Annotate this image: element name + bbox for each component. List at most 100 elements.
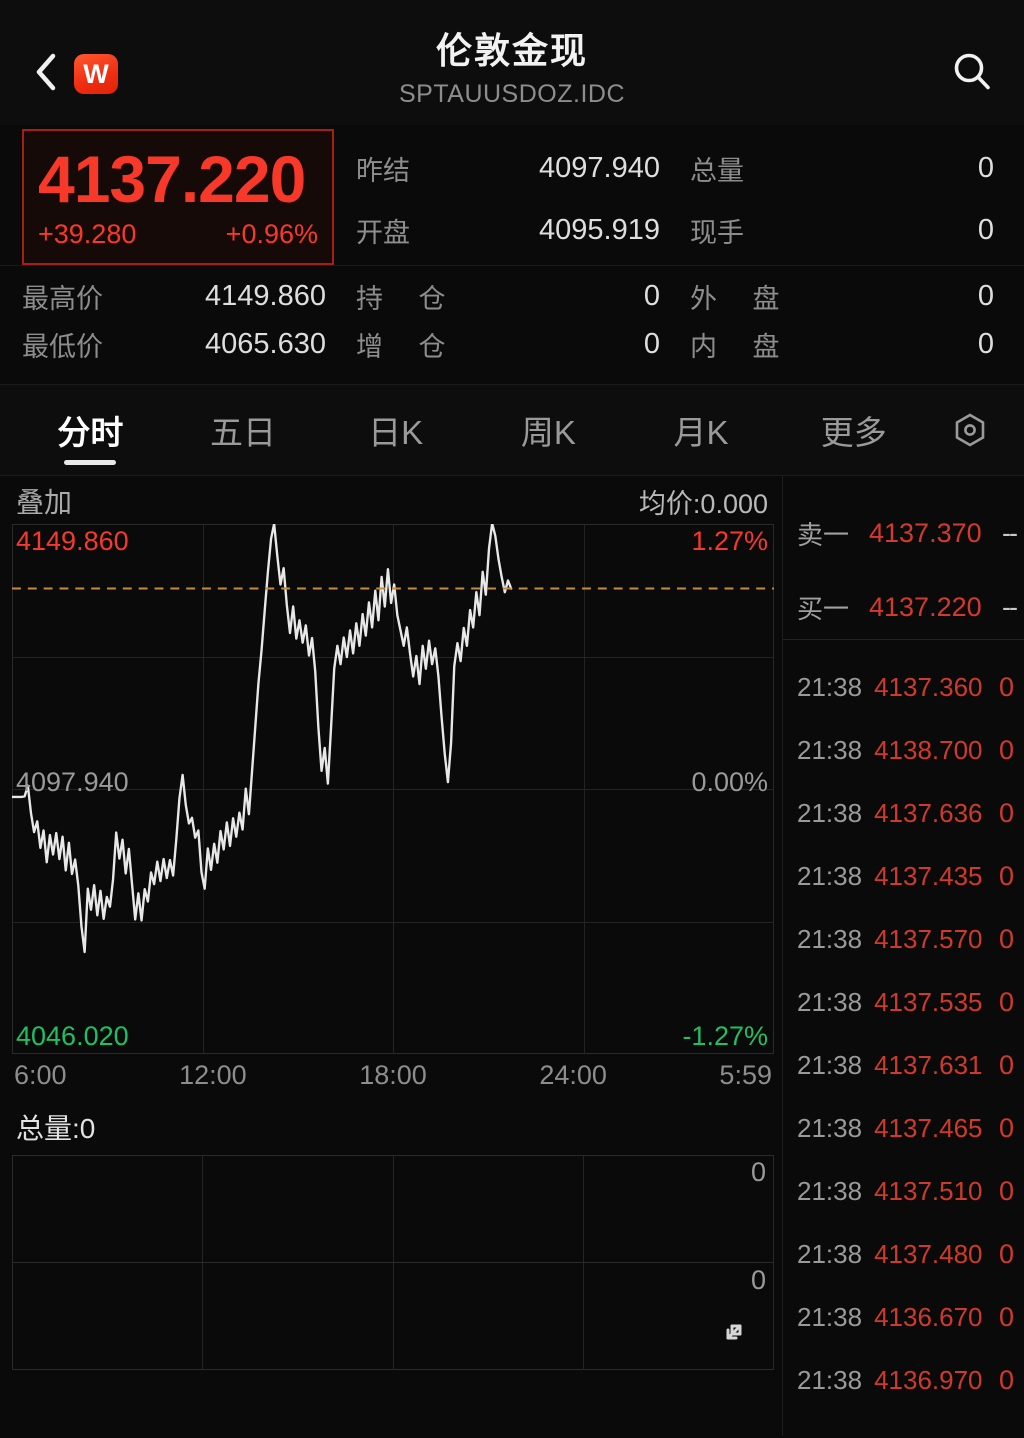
tick-volume: 0	[998, 735, 1014, 765]
tab-label: 分时	[57, 414, 124, 451]
quote-field-total-volume: 总量 0	[690, 137, 1024, 199]
ob-label: 买一	[797, 593, 850, 624]
overlay-button[interactable]: 叠加	[16, 487, 73, 518]
fullscreen-button[interactable]	[706, 1306, 760, 1360]
field-value: 0	[643, 279, 660, 312]
tick-row[interactable]: 21:38 4138.700 0	[783, 719, 1024, 782]
tick-row[interactable]: 21:38 4136.670 0	[783, 1286, 1024, 1349]
quote-field-prev-close: 昨结 4097.940	[356, 137, 690, 199]
tick-row[interactable]: 21:38 4137.435 0	[783, 845, 1024, 908]
field-value: 4097.940	[539, 151, 660, 184]
intraday-price-chart[interactable]: 4149.860 1.27% 4097.940 0.00% 4046.020 -…	[12, 524, 774, 1054]
quote-field-outer-volume: 外 盘 0	[690, 272, 1024, 320]
quote-field-high: 最高价 4149.860	[22, 272, 356, 320]
tick-price: 4137.535	[874, 987, 983, 1017]
tab-intraday[interactable]: 分时	[14, 385, 167, 475]
app-logo[interactable]: W	[74, 54, 118, 94]
settings-hex-icon	[955, 413, 985, 447]
field-value: 0	[977, 327, 994, 360]
instrument-symbol: SPTAUUSDOZ.IDC	[399, 80, 625, 108]
tick-price: 4137.510	[874, 1176, 983, 1206]
tick-volume: 0	[998, 861, 1014, 891]
quote-col-5: 外 盘 0 内 盘 0	[690, 272, 1024, 368]
tick-row[interactable]: 21:38 4137.465 0	[783, 1097, 1024, 1160]
tick-volume: 0	[998, 1113, 1014, 1143]
tab-more[interactable]: 更多	[777, 385, 930, 475]
tick-row[interactable]: 21:38 4137.480 0	[783, 1223, 1024, 1286]
title-block: 伦敦金现 SPTAUUSDOZ.IDC	[0, 22, 1024, 109]
tick-volume: 0	[998, 987, 1014, 1017]
time-tick: 18:00	[359, 1060, 427, 1090]
tick-price: 4136.670	[874, 1302, 983, 1332]
quote-col-1: 昨结 4097.940 开盘 4095.919	[356, 137, 690, 265]
order-book-bid-1[interactable]: 买一 4137.220 --	[783, 581, 1024, 633]
chart-settings-button[interactable]	[930, 411, 1010, 449]
tick-volume: 0	[998, 672, 1014, 702]
chart-column: 叠加 均价:0.000 4149.860 1.27% 4097.940 0.00…	[0, 476, 782, 1436]
quote-field-open: 开盘 4095.919	[356, 199, 690, 261]
tick-row[interactable]: 21:38 4137.535 0	[783, 971, 1024, 1034]
tick-time: 21:38	[797, 861, 863, 891]
tab-monthly-k[interactable]: 月K	[625, 385, 778, 475]
tab-daily-k[interactable]: 日K	[319, 385, 472, 475]
tab-label: 月K	[673, 414, 729, 451]
order-book-ask-1[interactable]: 卖一 4137.370 --	[783, 507, 1024, 559]
field-value: 0	[643, 327, 660, 360]
tick-time: 21:38	[797, 1176, 863, 1206]
tick-volume: 0	[998, 924, 1014, 954]
field-label: 现手	[690, 217, 744, 248]
tab-five-day[interactable]: 五日	[167, 385, 320, 475]
time-tick: 5:59	[719, 1060, 772, 1090]
last-price-box[interactable]: 4137.220 +39.280 +0.96%	[22, 129, 334, 265]
tick-price: 4137.360	[874, 672, 983, 702]
tick-time: 21:38	[797, 1113, 863, 1143]
field-value: 4065.630	[205, 327, 326, 360]
tick-row[interactable]: 21:38 4137.570 0	[783, 908, 1024, 971]
tick-time: 21:38	[797, 735, 863, 765]
tab-weekly-k[interactable]: 周K	[472, 385, 625, 475]
tick-time: 21:38	[797, 798, 863, 828]
tick-row[interactable]: 21:38 4136.970 0	[783, 1349, 1024, 1412]
back-button[interactable]	[22, 48, 70, 96]
quote-field-low: 最低价 4065.630	[22, 320, 356, 368]
ob-price: 4137.370	[869, 517, 982, 548]
time-tick: 24:00	[539, 1060, 607, 1090]
quote-field-open-interest: 持 仓 0	[356, 272, 690, 320]
tick-row[interactable]: 21:38 4137.510 0	[783, 1160, 1024, 1223]
tick-price: 4137.631	[874, 1050, 983, 1080]
tick-volume: 0	[998, 1302, 1014, 1332]
tick-row[interactable]: 21:38 4137.636 0	[783, 782, 1024, 845]
tick-price: 4137.636	[874, 798, 983, 828]
field-label: 外 盘	[690, 283, 794, 314]
tick-time: 21:38	[797, 1302, 863, 1332]
field-label: 开盘	[356, 217, 410, 248]
time-tick: 6:00	[14, 1060, 67, 1090]
tick-row[interactable]: 21:38 4137.631 0	[783, 1034, 1024, 1097]
search-button[interactable]	[944, 44, 1000, 100]
volume-title: 总量:0	[16, 1113, 96, 1144]
field-label: 持 仓	[356, 283, 460, 314]
quote-col-2: 总量 0 现手 0	[690, 137, 1024, 265]
order-book-divider	[783, 639, 1024, 640]
order-book-spacer	[783, 476, 1024, 507]
average-price-label: 均价:0.000	[638, 488, 768, 519]
time-tick: 12:00	[179, 1060, 247, 1090]
field-value: 0	[977, 213, 994, 246]
chevron-left-icon	[36, 53, 56, 91]
change-absolute: +39.280	[38, 219, 137, 250]
order-book-column[interactable]: 卖一 4137.370 -- 买一 4137.220 -- 21:38 4137.…	[782, 476, 1024, 1436]
field-value: 0	[977, 279, 994, 312]
quote-field-oi-change: 增 仓 0	[356, 320, 690, 368]
tick-row[interactable]: 21:38 4137.360 0	[783, 656, 1024, 719]
ob-volume: --	[1002, 517, 1018, 548]
volume-chart[interactable]: 0 0	[12, 1155, 774, 1370]
field-label: 增 仓	[356, 331, 460, 362]
chart-and-ticks: 叠加 均价:0.000 4149.860 1.27% 4097.940 0.00…	[0, 476, 1024, 1436]
field-value: 0	[977, 151, 994, 184]
tick-volume: 0	[998, 1239, 1014, 1269]
trade-tick-list[interactable]: 21:38 4137.360 0 21:38 4138.700 0 21:38 4137.63…	[783, 656, 1024, 1412]
quote-panel: 4137.220 +39.280 +0.96% 昨结 4097.940 开盘 4…	[0, 125, 1024, 384]
tab-label: 五日	[210, 414, 276, 451]
ob-label: 卖一	[797, 519, 850, 550]
page-title: 伦敦金现	[435, 30, 588, 71]
